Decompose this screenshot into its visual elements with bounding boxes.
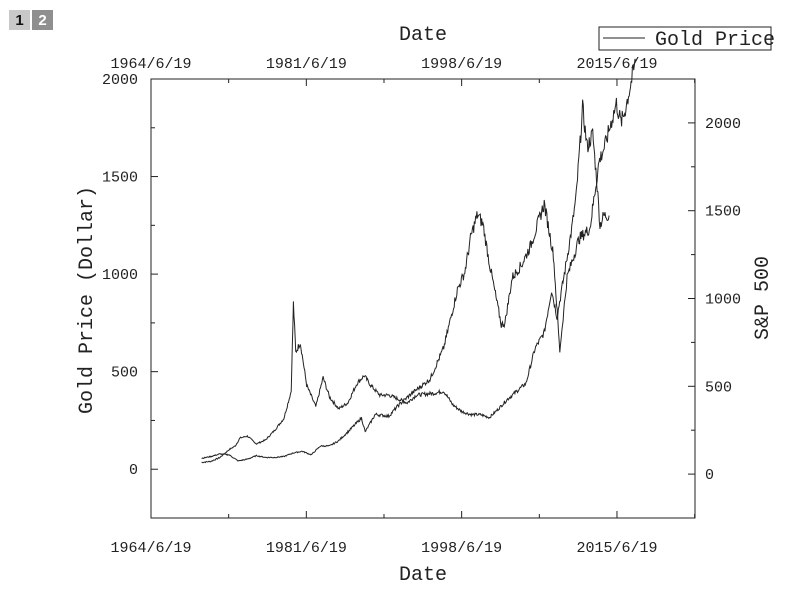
page-tabs: 1 2 [9, 10, 53, 30]
y-tick-label-left: 500 [111, 365, 138, 382]
chart-series [201, 58, 637, 464]
y-tick-label-right: 0 [705, 467, 714, 484]
x-tick-label-bottom: 1981/6/19 [266, 540, 347, 557]
series-line-sp500 [201, 58, 637, 462]
x-tick-label-top: 2015/6/19 [576, 56, 657, 73]
legend: Gold Price [598, 26, 775, 52]
tab-1[interactable]: 1 [9, 10, 30, 30]
y-tick-label-left: 2000 [102, 72, 138, 89]
y-tick-label-left: 1000 [102, 267, 138, 284]
y-tick-label-left: 1500 [102, 170, 138, 187]
y-axis-title-right: S&P 500 [752, 256, 775, 340]
x-tick-label-bottom: 2015/6/19 [576, 540, 657, 557]
x-tick-label-bottom: 1998/6/19 [421, 540, 502, 557]
series-line-gold-price [201, 99, 610, 464]
chart-axes: 1964/6/19 1964/6/19 1981/6/19 1981/6/19 1998… [102, 56, 741, 557]
x-axis-title-bottom: Date [399, 564, 447, 587]
y-tick-label-right: 1000 [705, 292, 741, 309]
x-tick-label-top: 1981/6/19 [266, 56, 347, 73]
x-tick-label-bottom: 1964/6/19 [110, 540, 191, 557]
x-tick-label-top: 1964/6/19 [110, 56, 191, 73]
tab-2[interactable]: 2 [32, 10, 53, 30]
legend-box [598, 26, 772, 51]
y-tick-label-left: 0 [129, 462, 138, 479]
plot-frame [150, 78, 696, 519]
y-axis-title-left: Gold Price (Dollar) [76, 186, 99, 414]
y-tick-label-right: 2000 [705, 116, 741, 133]
x-axis-title-top: Date [399, 24, 447, 47]
y-tick-label-right: 1500 [705, 204, 741, 221]
legend-label-gold-price: Gold Price [655, 29, 775, 52]
y-tick-label-right: 500 [705, 379, 732, 396]
x-tick-label-top: 1998/6/19 [421, 56, 502, 73]
